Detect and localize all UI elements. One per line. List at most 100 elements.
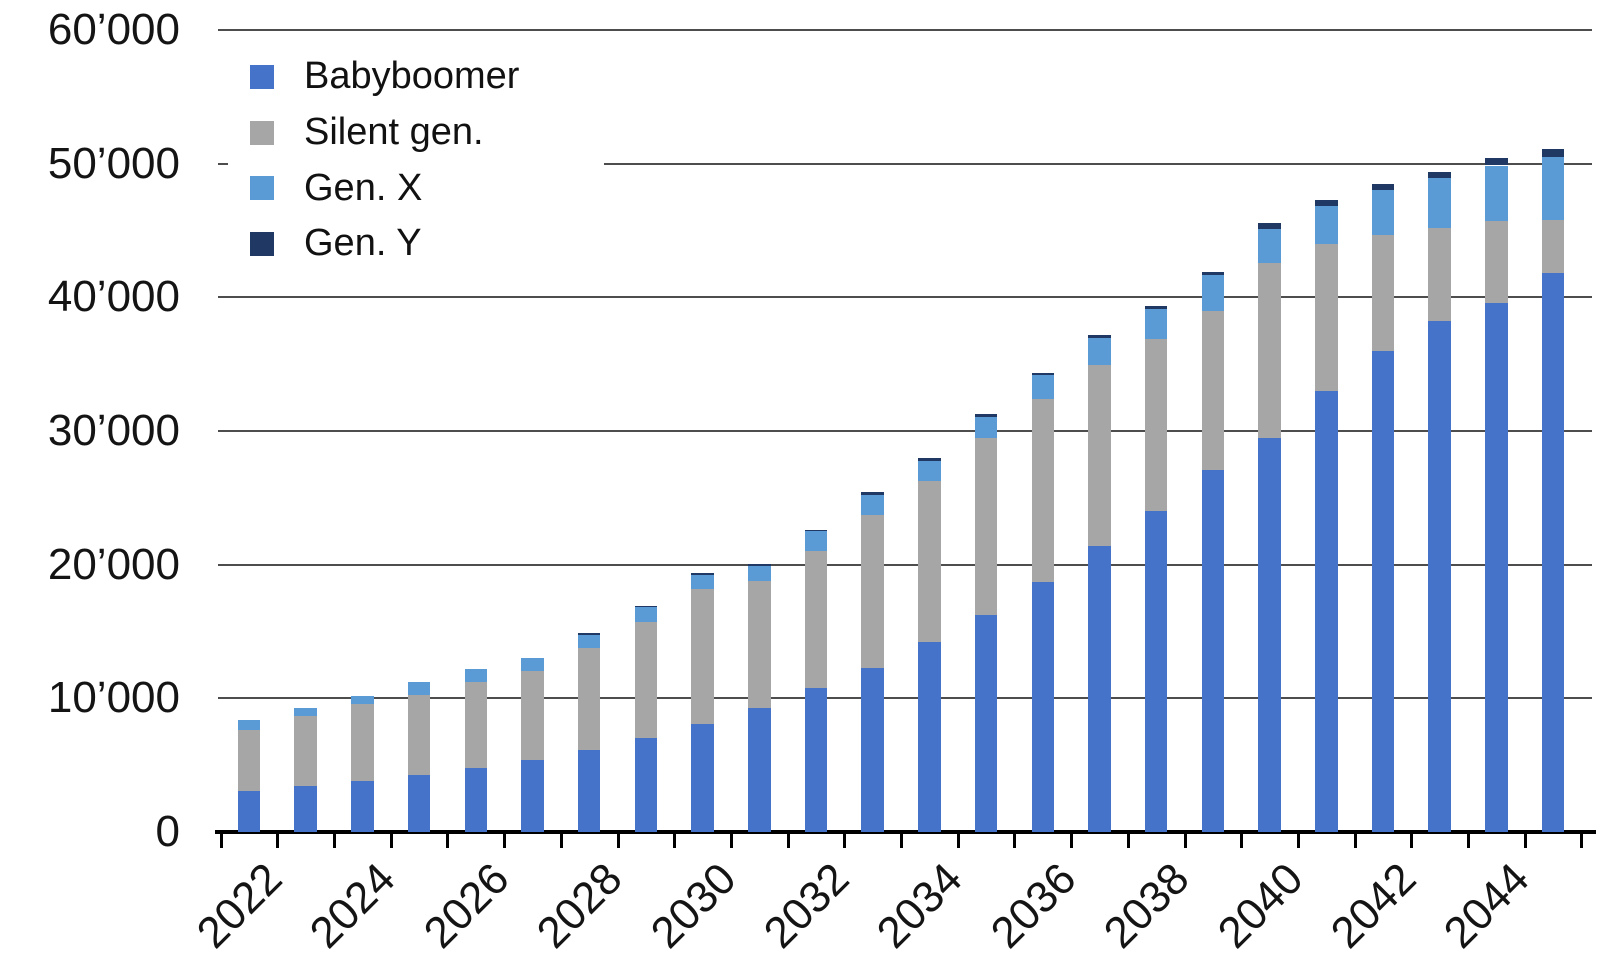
x-axis-tick <box>503 834 507 848</box>
bar-segment-2042-gen-y <box>1371 183 1395 191</box>
bar-segment-2039-gen-x <box>1201 275 1225 311</box>
x-axis-label: 2036 <box>981 853 1086 958</box>
bar-segment-2027-silent-gen <box>521 670 544 760</box>
x-axis-tick <box>1240 834 1244 848</box>
legend-label-gen-y: Gen. Y <box>304 222 422 265</box>
x-axis-label: 2042 <box>1321 853 1426 958</box>
bar-segment-2030-gen-x <box>691 574 714 590</box>
bar-segment-2033-silent-gen <box>861 515 884 668</box>
bar-segment-2037-silent-gen <box>1088 364 1111 546</box>
x-axis-label: 2044 <box>1435 853 1539 958</box>
bar-segment-2036-silent-gen <box>1031 398 1054 582</box>
x-axis-tick <box>1070 834 1074 848</box>
x-axis-tick <box>1013 834 1017 848</box>
bar-segment-2042-silent-gen <box>1371 235 1395 351</box>
bar-segment-2026-silent-gen <box>464 682 487 768</box>
x-axis-label: 2028 <box>527 853 632 958</box>
bar-segment-2029-gen-x <box>634 607 658 623</box>
legend-label-gen-x: Gen. X <box>304 166 423 209</box>
x-axis-label: 2024 <box>301 853 405 958</box>
x-axis-tick <box>1126 834 1130 848</box>
bar-segment-2036-babyboomer <box>1031 581 1054 832</box>
bar-segment-2029-silent-gen <box>634 622 658 739</box>
bar-segment-2022-silent-gen <box>237 730 261 791</box>
bar-segment-2027-babyboomer <box>521 759 544 832</box>
legend-swatch-gen-x <box>250 176 274 201</box>
bar-segment-2030-silent-gen <box>691 589 714 724</box>
bar-segment-2041-silent-gen <box>1315 244 1338 391</box>
x-axis-label: 2034 <box>868 853 972 958</box>
bar-segment-2034-babyboomer <box>918 642 941 832</box>
x-axis-tick <box>1410 834 1414 848</box>
x-axis-tick <box>843 834 847 848</box>
bar-segment-2038-gen-y <box>1144 305 1168 310</box>
bar-segment-2022-gen-x <box>237 720 261 731</box>
x-axis-tick <box>276 834 280 848</box>
y-axis-label: 50’000 <box>47 138 180 188</box>
bar-segment-2030-babyboomer <box>691 723 714 832</box>
bar-segment-2023-gen-x <box>294 707 317 717</box>
bar-segment-2035-gen-x <box>974 416 998 439</box>
y-axis-label: 0 <box>155 807 180 856</box>
bar-segment-2034-gen-x <box>918 460 941 482</box>
legend-label-babyboomer: Babyboomer <box>304 55 520 97</box>
bar-segment-2036-gen-x <box>1031 375 1054 399</box>
bar-segment-2035-silent-gen <box>974 438 998 616</box>
legend-swatch-gen-y <box>250 232 274 257</box>
bar-segment-2035-babyboomer <box>974 615 998 832</box>
legend-label-silent-gen: Silent gen. <box>304 110 484 153</box>
bar-segment-2034-gen-y <box>918 458 941 461</box>
bar-segment-2032-gen-x <box>804 531 828 551</box>
x-axis-tick <box>1183 834 1187 848</box>
bar-segment-2024-babyboomer <box>351 780 374 832</box>
bar-segment-2033-babyboomer <box>861 667 884 832</box>
bar-segment-2042-gen-x <box>1371 190 1395 236</box>
bar-segment-2039-babyboomer <box>1201 469 1225 832</box>
bar-segment-2026-gen-x <box>464 668 487 683</box>
chart-legend: Babyboomer Silent gen. Gen. X Gen. Y <box>228 44 604 282</box>
gridline-20000 <box>218 563 1592 566</box>
bar-segment-2028-babyboomer <box>577 750 601 832</box>
bar-segment-2033-gen-y <box>861 492 884 496</box>
legend-item-silent-gen: Silent gen. <box>250 110 580 154</box>
bar-segment-2028-gen-y <box>577 633 601 635</box>
bar-segment-2041-babyboomer <box>1315 390 1338 832</box>
y-axis-label: 10’000 <box>47 673 180 723</box>
bar-segment-2040-babyboomer <box>1258 437 1281 832</box>
bar-segment-2043-babyboomer <box>1428 320 1451 832</box>
bar-segment-2038-babyboomer <box>1144 511 1168 832</box>
bar-segment-2044-gen-y <box>1485 158 1508 166</box>
gridline-40000 <box>218 296 1592 299</box>
x-axis-tick <box>900 834 903 848</box>
bar-segment-2044-gen-x <box>1485 165 1508 221</box>
bar-segment-2033-gen-x <box>861 495 884 516</box>
x-axis-tick <box>1296 834 1300 848</box>
bar-segment-2045-gen-x <box>1541 156 1565 220</box>
bar-segment-2022-babyboomer <box>237 790 261 832</box>
bar-segment-2040-gen-x <box>1258 229 1281 264</box>
x-axis-tick <box>729 834 733 848</box>
bar-segment-2043-gen-x <box>1428 178 1451 228</box>
bar-segment-2032-gen-y <box>804 529 828 532</box>
bar-segment-2038-gen-x <box>1144 309 1168 340</box>
x-axis-label: 2030 <box>641 853 746 958</box>
x-axis-line <box>215 830 1596 834</box>
gridline-50000 <box>218 162 1592 165</box>
bar-segment-2040-gen-y <box>1258 222 1281 229</box>
x-axis-label: 2038 <box>1094 853 1199 958</box>
bar-segment-2036-gen-y <box>1031 372 1054 376</box>
x-axis-label: 2022 <box>187 853 292 958</box>
bar-segment-2027-gen-x <box>521 657 544 671</box>
x-axis-tick <box>616 834 620 848</box>
bar-segment-2026-babyboomer <box>464 767 487 832</box>
x-axis-label: 2026 <box>414 853 519 958</box>
bar-segment-2040-silent-gen <box>1258 263 1281 438</box>
legend-item-gen-y: Gen. Y <box>250 223 580 265</box>
bar-segment-2045-gen-y <box>1541 148 1565 157</box>
bar-segment-2043-silent-gen <box>1428 227 1451 321</box>
x-axis-tick <box>786 834 790 848</box>
bar-segment-2037-gen-x <box>1088 337 1111 365</box>
bar-segment-2031-babyboomer <box>748 707 771 832</box>
y-axis-label: 40’000 <box>47 272 180 322</box>
